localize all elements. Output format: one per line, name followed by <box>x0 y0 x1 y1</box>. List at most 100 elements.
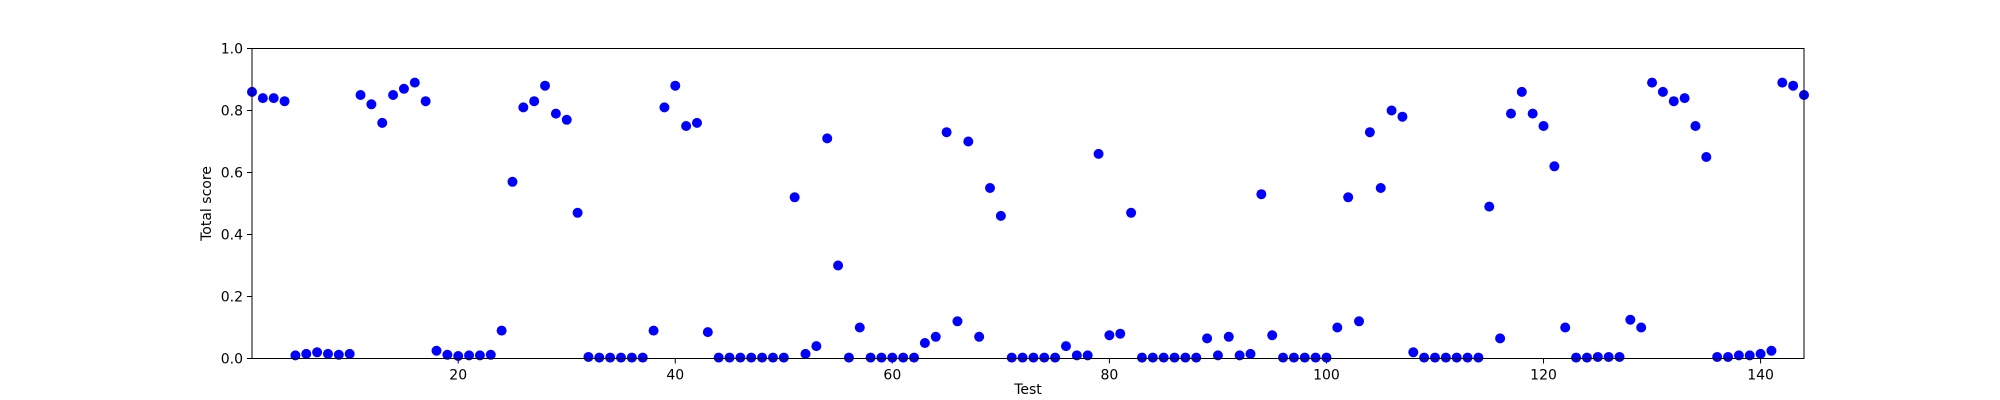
data-point <box>1505 108 1516 119</box>
data-point <box>377 117 388 128</box>
data-point <box>919 338 930 348</box>
data-point <box>1332 322 1343 333</box>
data-point <box>898 352 909 363</box>
data-point <box>1549 161 1560 172</box>
y-tick-label: 0.2 <box>221 290 243 306</box>
data-point <box>789 192 800 203</box>
data-point <box>985 183 996 193</box>
data-point <box>1614 351 1625 362</box>
data-point <box>1104 330 1115 341</box>
data-point <box>1310 352 1321 363</box>
data-point <box>854 322 865 333</box>
data-point <box>941 127 952 138</box>
data-point <box>1223 331 1234 342</box>
data-point <box>1191 352 1202 363</box>
data-point <box>1668 96 1679 107</box>
x-tick-label: 40 <box>666 368 684 384</box>
data-point <box>1136 352 1147 363</box>
data-point <box>1408 347 1419 358</box>
data-point <box>550 108 561 119</box>
data-point <box>1126 207 1137 218</box>
data-point <box>1647 77 1658 88</box>
data-point <box>355 90 366 100</box>
data-point <box>833 260 844 271</box>
data-point <box>1299 352 1310 363</box>
data-point <box>485 349 496 360</box>
data-point <box>963 136 974 147</box>
data-point <box>1484 201 1495 212</box>
data-point <box>822 133 833 144</box>
data-point <box>1364 127 1375 138</box>
data-point <box>496 325 507 336</box>
data-point <box>670 80 681 91</box>
data-point <box>1657 86 1668 97</box>
y-tick-label: 0.4 <box>221 228 243 244</box>
data-point <box>767 352 778 363</box>
data-point <box>952 316 963 327</box>
y-tick-label: 1.0 <box>221 42 243 58</box>
y-tick-label: 0.8 <box>221 104 243 120</box>
data-point <box>1723 351 1734 362</box>
data-point <box>1440 352 1451 363</box>
data-point <box>1462 352 1473 363</box>
data-point <box>366 99 377 110</box>
data-point <box>1017 352 1028 363</box>
data-point <box>757 352 768 363</box>
data-point <box>322 348 333 359</box>
data-point <box>453 351 464 362</box>
data-point <box>474 350 485 361</box>
data-point <box>1473 352 1484 363</box>
y-axis: 0.0 0.2 0.4 0.6 0.8 1.0 <box>221 42 252 368</box>
data-point <box>507 176 518 187</box>
data-point <box>995 210 1006 221</box>
data-point <box>290 350 301 361</box>
data-point <box>811 341 822 352</box>
data-point <box>659 102 670 113</box>
data-point <box>1202 333 1213 344</box>
data-point <box>702 327 713 338</box>
data-point <box>1766 345 1777 356</box>
data-point <box>1256 189 1267 200</box>
data-point <box>344 348 355 359</box>
data-point <box>1690 121 1701 131</box>
data-point <box>974 331 985 342</box>
data-point <box>398 83 409 94</box>
data-point <box>1744 350 1755 361</box>
data-point <box>594 352 605 363</box>
data-point <box>257 93 268 104</box>
data-point <box>572 207 583 218</box>
data-point <box>518 102 529 113</box>
data-point <box>1212 350 1223 361</box>
data-point <box>865 352 876 363</box>
data-point <box>1147 352 1158 363</box>
data-point <box>681 121 692 131</box>
data-point <box>1516 86 1527 97</box>
data-point <box>1788 80 1799 91</box>
data-point <box>1419 352 1430 363</box>
data-point <box>1386 105 1397 116</box>
data-point <box>333 349 344 360</box>
x-tick-label: 140 <box>1747 368 1774 384</box>
data-point <box>268 93 279 104</box>
data-point <box>800 348 811 359</box>
x-tick-label: 20 <box>449 368 467 384</box>
data-point <box>648 325 659 336</box>
data-point <box>1592 351 1603 362</box>
data-point <box>1180 352 1191 363</box>
data-point <box>1755 348 1766 359</box>
data-points <box>247 77 1809 363</box>
data-point <box>1581 352 1592 363</box>
data-point <box>616 352 627 363</box>
data-point <box>1039 352 1050 363</box>
data-point <box>691 117 702 128</box>
data-point <box>1603 351 1614 362</box>
data-point <box>1050 352 1061 363</box>
data-point <box>1701 152 1712 162</box>
data-point <box>279 96 290 107</box>
data-point <box>1288 352 1299 363</box>
y-tick-label: 0.0 <box>221 352 243 368</box>
data-point <box>1082 350 1093 361</box>
data-point <box>735 352 746 363</box>
